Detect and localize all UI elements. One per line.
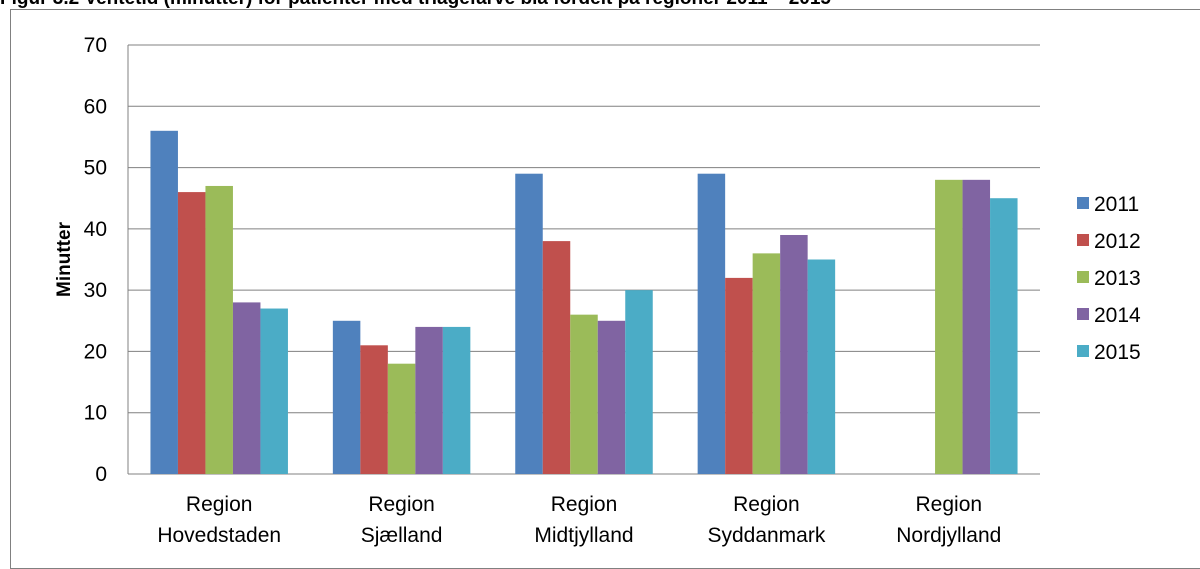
bar-2014-3 (780, 234, 808, 474)
legend-swatch (1077, 197, 1089, 209)
bar-2013-0 (205, 185, 233, 474)
figure-title: Figur 3.2 Ventetid (minutter) for patien… (0, 0, 831, 10)
x-category-label: Syddanmark (707, 524, 825, 547)
y-tick-labels: 0 10 20 30 40 50 60 70 (84, 34, 107, 486)
bar-2011-0 (150, 130, 178, 475)
bar-2015-0 (260, 308, 288, 474)
y-tick-label: 20 (84, 340, 107, 363)
x-category-label: Region (916, 493, 983, 516)
y-tick-label: 60 (84, 95, 107, 118)
legend-label: 2014 (1094, 304, 1141, 327)
legend-swatch (1077, 271, 1089, 283)
legend-label: 2012 (1094, 230, 1141, 253)
y-tick-label: 10 (84, 402, 107, 425)
legend-label: 2015 (1094, 341, 1141, 364)
legend-swatch (1077, 234, 1089, 246)
legend-swatch (1077, 308, 1089, 320)
bar-2014-0 (232, 302, 261, 474)
x-category-label: Sjælland (361, 524, 443, 547)
y-tick-label: 30 (84, 279, 107, 302)
x-category-label: Region (186, 493, 253, 516)
y-tick-label: 0 (95, 463, 107, 486)
x-category-label: Nordjylland (896, 524, 1001, 547)
bar-2013-4 (935, 179, 963, 474)
bar-2015-1 (442, 326, 471, 474)
x-category-label: Hovedstaden (157, 524, 281, 547)
legend-swatch (1077, 345, 1089, 357)
y-tick-label: 50 (84, 157, 107, 180)
legend-label: 2013 (1094, 267, 1141, 290)
bar-2012-1 (360, 345, 388, 474)
bar-2012-2 (542, 241, 571, 474)
bar-2013-2 (570, 314, 598, 474)
y-axis-label: Minutter (54, 221, 75, 297)
bar-2015-4 (990, 198, 1018, 474)
x-category-label: Midtjylland (534, 524, 633, 547)
bar-2011-1 (332, 320, 361, 474)
legend-label: 2011 (1094, 193, 1139, 216)
bars (150, 130, 1018, 475)
bar-2012-3 (725, 277, 753, 474)
bar-2015-3 (807, 259, 836, 474)
x-category-label: Region (551, 493, 618, 516)
bar-2014-1 (415, 326, 443, 474)
x-category-label: Region (733, 493, 800, 516)
bar-2014-4 (962, 179, 991, 474)
bar-2013-1 (387, 363, 416, 474)
y-tick-label: 70 (84, 34, 107, 57)
x-category-labels: Region Hovedstaden Region Sjælland Region Mid… (157, 493, 1001, 547)
bar-2014-2 (597, 320, 626, 474)
legend: 2011 2012 2013 2014 2015 (1077, 193, 1141, 364)
bar-2011-3 (697, 173, 726, 474)
x-category-label: Region (368, 493, 435, 516)
bar-2012-0 (177, 192, 206, 474)
gridlines (127, 44, 1040, 475)
y-tick-label: 40 (84, 218, 107, 241)
bar-2011-2 (515, 173, 543, 474)
bar-2015-2 (625, 290, 653, 474)
bar-2013-3 (752, 253, 781, 474)
